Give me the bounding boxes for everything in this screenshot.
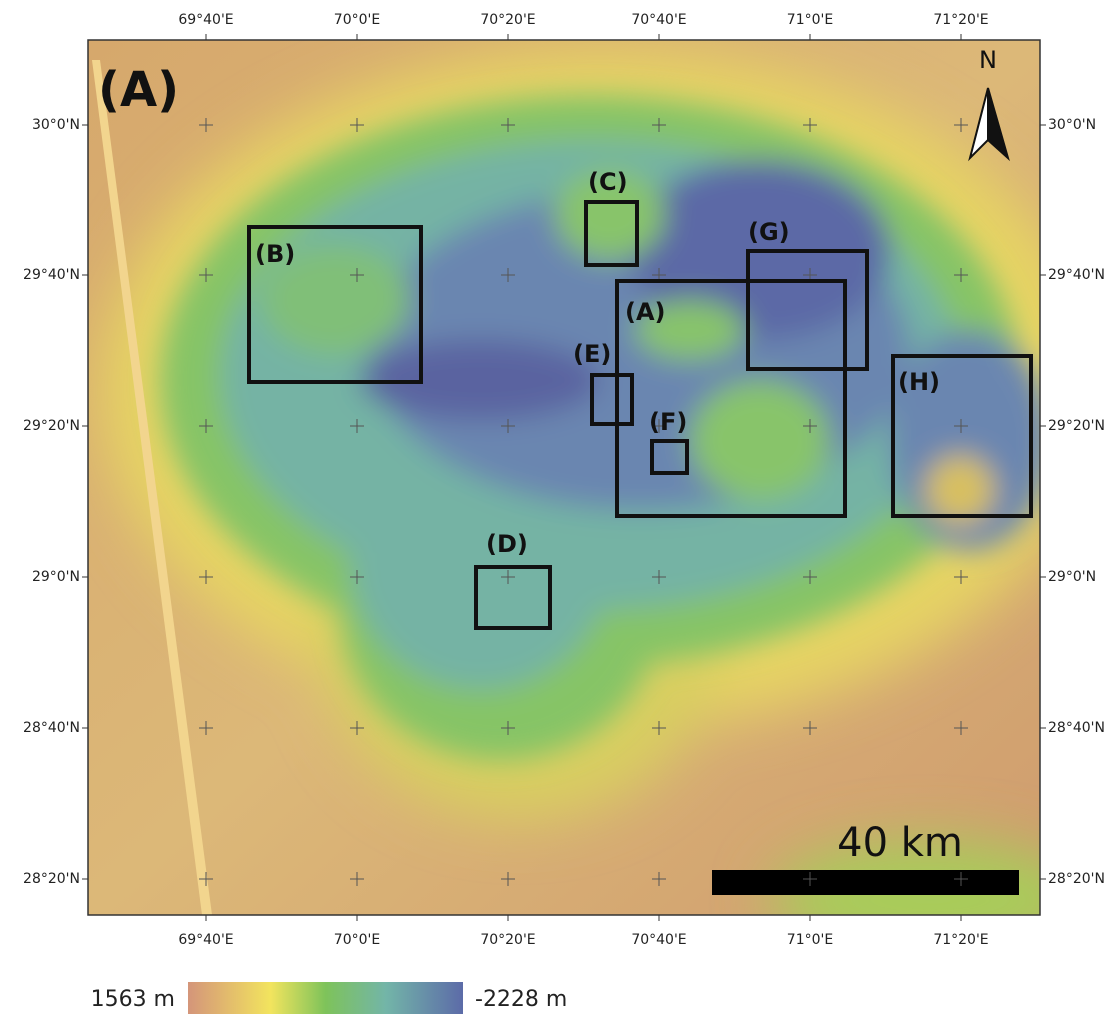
study-area-label: (A) — [625, 298, 666, 326]
lon-tick-label: 71°0'E — [787, 12, 833, 28]
study-area-label: (F) — [649, 408, 687, 436]
lat-tick-label: 30°0'N — [1048, 117, 1096, 133]
lon-tick-label: 71°0'E — [787, 932, 833, 948]
lat-tick-label: 29°40'N — [23, 267, 80, 283]
legend-gradient — [188, 982, 463, 1014]
legend-max: 1563 m — [91, 987, 175, 1012]
lon-tick-label: 70°0'E — [334, 12, 380, 28]
panel-label: (A) — [98, 62, 179, 118]
study-area-label: (H) — [898, 368, 940, 396]
lat-tick-label: 28°20'N — [23, 871, 80, 887]
lat-tick-label: 28°40'N — [23, 720, 80, 736]
study-area-label: (E) — [573, 340, 611, 368]
lon-tick-label: 69°40'E — [178, 932, 233, 948]
study-area-label: (G) — [748, 218, 790, 246]
lat-tick-label: 29°20'N — [1048, 418, 1105, 434]
legend-min: -2228 m — [475, 987, 567, 1012]
lon-tick-label: 70°0'E — [334, 932, 380, 948]
lat-tick-label: 29°0'N — [1048, 569, 1096, 585]
lon-tick-label: 70°40'E — [631, 932, 686, 948]
lat-tick-label: 29°40'N — [1048, 267, 1105, 283]
scale-label: 40 km — [837, 820, 963, 866]
lon-tick-label: 71°20'E — [933, 12, 988, 28]
study-area-label: (D) — [486, 530, 528, 558]
lon-tick-label: 70°20'E — [480, 932, 535, 948]
lon-tick-label: 69°40'E — [178, 12, 233, 28]
lat-tick-label: 28°40'N — [1048, 720, 1105, 736]
north-label: N — [979, 46, 997, 74]
map-figure: N (A) 40 km 1563 m -2228 m 69°40'E 69°40'… — [0, 0, 1120, 1014]
lat-tick-label: 29°0'N — [32, 569, 80, 585]
study-area-label: (C) — [588, 168, 628, 196]
lat-tick-label: 29°20'N — [23, 418, 80, 434]
lat-tick-label: 30°0'N — [32, 117, 80, 133]
lon-tick-label: 70°40'E — [631, 12, 686, 28]
study-area-label: (B) — [255, 240, 295, 268]
scale-bar — [712, 870, 1019, 895]
lon-tick-label: 70°20'E — [480, 12, 535, 28]
lon-tick-label: 71°20'E — [933, 932, 988, 948]
lat-tick-label: 28°20'N — [1048, 871, 1105, 887]
